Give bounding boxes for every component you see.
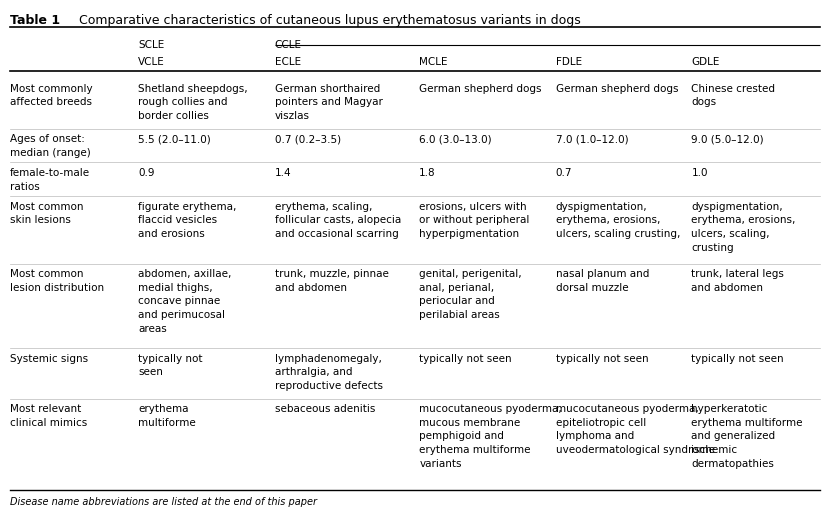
Text: German shorthaired
pointers and Magyar
viszlas: German shorthaired pointers and Magyar v… [275, 84, 382, 121]
Text: typically not
seen: typically not seen [138, 354, 203, 377]
Text: figurate erythema,
flaccid vesicles
and erosions: figurate erythema, flaccid vesicles and … [138, 202, 237, 239]
Text: 0.7: 0.7 [556, 168, 572, 178]
Text: Disease name abbreviations are listed at the end of this paper: Disease name abbreviations are listed at… [10, 497, 317, 507]
Text: German shepherd dogs: German shepherd dogs [556, 84, 678, 94]
Text: 6.0 (3.0–13.0): 6.0 (3.0–13.0) [419, 134, 492, 145]
Text: Shetland sheepdogs,
rough collies and
border collies: Shetland sheepdogs, rough collies and bo… [138, 84, 248, 121]
Text: 5.5 (2.0–11.0): 5.5 (2.0–11.0) [138, 134, 211, 145]
Text: erythema
multiforme: erythema multiforme [138, 404, 196, 428]
Text: typically not seen: typically not seen [691, 354, 784, 364]
Text: 1.4: 1.4 [275, 168, 291, 178]
Text: 1.8: 1.8 [419, 168, 436, 178]
Text: 9.0 (5.0–12.0): 9.0 (5.0–12.0) [691, 134, 764, 145]
Text: dyspigmentation,
erythema, erosions,
ulcers, scaling crusting,: dyspigmentation, erythema, erosions, ulc… [556, 202, 680, 239]
Text: ECLE: ECLE [275, 57, 301, 67]
Text: trunk, lateral legs
and abdomen: trunk, lateral legs and abdomen [691, 269, 784, 293]
Text: CCLE: CCLE [275, 40, 302, 50]
Text: Comparative characteristics of cutaneous lupus erythematosus variants in dogs: Comparative characteristics of cutaneous… [74, 14, 581, 27]
Text: 0.9: 0.9 [138, 168, 155, 178]
Text: trunk, muzzle, pinnae
and abdomen: trunk, muzzle, pinnae and abdomen [275, 269, 389, 293]
Text: typically not seen: typically not seen [556, 354, 648, 364]
Text: Chinese crested
dogs: Chinese crested dogs [691, 84, 776, 107]
Text: Most relevant
clinical mimics: Most relevant clinical mimics [10, 404, 87, 428]
Text: erythema, scaling,
follicular casts, alopecia
and occasional scarring: erythema, scaling, follicular casts, alo… [275, 202, 401, 239]
Text: Systemic signs: Systemic signs [10, 354, 88, 364]
Text: VCLE: VCLE [138, 57, 165, 67]
Text: hyperkeratotic
erythema multiforme
and generalized
ischemic
dermatopathies: hyperkeratotic erythema multiforme and g… [691, 404, 803, 469]
Text: German shepherd dogs: German shepherd dogs [419, 84, 542, 94]
Text: Most common
skin lesions: Most common skin lesions [10, 202, 84, 225]
Text: SCLE: SCLE [138, 40, 165, 50]
Text: Table 1: Table 1 [10, 14, 60, 27]
Text: FDLE: FDLE [556, 57, 582, 67]
Text: GDLE: GDLE [691, 57, 719, 67]
Text: nasal planum and
dorsal muzzle: nasal planum and dorsal muzzle [556, 269, 649, 293]
Text: erosions, ulcers with
or without peripheral
hyperpigmentation: erosions, ulcers with or without periphe… [419, 202, 529, 239]
Text: abdomen, axillae,
medial thighs,
concave pinnae
and perimucosal
areas: abdomen, axillae, medial thighs, concave… [138, 269, 232, 334]
Text: 1.0: 1.0 [691, 168, 708, 178]
Text: mucocutaneous pyoderma,
epiteliotropic cell
lymphoma and
uveodermatological synd: mucocutaneous pyoderma, epiteliotropic c… [556, 404, 715, 455]
Text: dyspigmentation,
erythema, erosions,
ulcers, scaling,
crusting: dyspigmentation, erythema, erosions, ulc… [691, 202, 796, 252]
Text: Ages of onset:
median (range): Ages of onset: median (range) [10, 134, 91, 158]
Text: typically not seen: typically not seen [419, 354, 512, 364]
Text: mucocutaneous pyoderma,
mucous membrane
pemphigoid and
erythema multiforme
varia: mucocutaneous pyoderma, mucous membrane … [419, 404, 562, 469]
Text: 0.7 (0.2–3.5): 0.7 (0.2–3.5) [275, 134, 341, 145]
Text: Most common
lesion distribution: Most common lesion distribution [10, 269, 104, 293]
Text: genital, perigenital,
anal, perianal,
periocular and
perilabial areas: genital, perigenital, anal, perianal, pe… [419, 269, 522, 320]
Text: female-to-male
ratios: female-to-male ratios [10, 168, 90, 192]
Text: sebaceous adenitis: sebaceous adenitis [275, 404, 375, 414]
Text: Most commonly
affected breeds: Most commonly affected breeds [10, 84, 93, 107]
Text: MCLE: MCLE [419, 57, 447, 67]
Text: lymphadenomegaly,
arthralgia, and
reproductive defects: lymphadenomegaly, arthralgia, and reprod… [275, 354, 383, 391]
Text: 7.0 (1.0–12.0): 7.0 (1.0–12.0) [556, 134, 629, 145]
